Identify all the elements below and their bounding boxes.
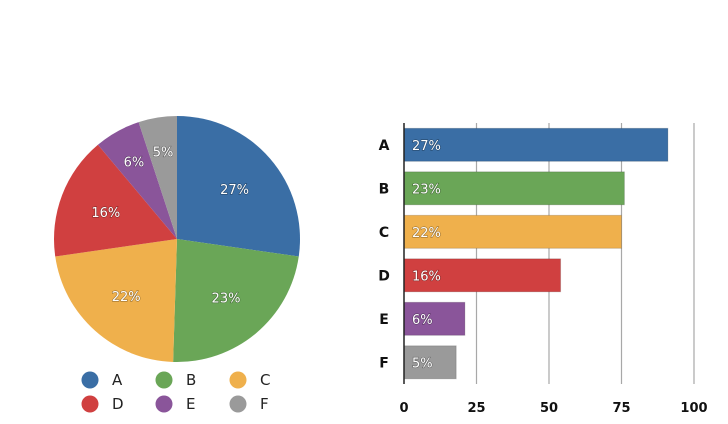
bar-c (403, 214, 622, 249)
pie-label-d: 16% (91, 206, 120, 221)
pie-label-b: 23% (212, 291, 241, 306)
pie-label-a: 27% (220, 183, 249, 198)
legend-swatch-c (229, 371, 247, 389)
legend-label-f: F (260, 395, 269, 413)
bar-label-f: 5% (412, 356, 433, 371)
legend-label-c: C (260, 371, 270, 389)
bar-e (403, 301, 466, 336)
x-tick-50: 50 (540, 401, 558, 416)
pie-label-c: 22% (112, 290, 141, 305)
bar-label-a: 27% (412, 139, 441, 154)
category-label-d: D (378, 268, 390, 284)
category-label-e: E (379, 312, 389, 328)
legend-label-e: E (186, 395, 195, 413)
category-label-b: B (379, 181, 390, 197)
pie-slice-b (173, 239, 299, 363)
legend-label-d: D (112, 395, 124, 413)
legend-swatch-f (229, 395, 247, 413)
pie-slice-d (53, 144, 177, 257)
bar-f (403, 345, 457, 380)
x-tick-25: 25 (467, 401, 485, 416)
pie-slice-e (97, 122, 177, 239)
bar-b (403, 171, 625, 206)
legend-swatch-d (81, 395, 99, 413)
legend-label-a: A (112, 371, 123, 389)
bar-label-c: 22% (412, 226, 441, 241)
x-tick-0: 0 (399, 401, 408, 416)
pie-slice-c (55, 239, 177, 362)
pie-legend: A B C D E F (81, 371, 270, 413)
bar-label-e: 6% (412, 313, 433, 328)
pie-chart: 27% 23% 22% 16% 6% 5% (53, 116, 301, 363)
bar-a (403, 127, 669, 162)
category-label-f: F (379, 355, 389, 371)
pie-slice-a (177, 116, 301, 257)
bar-label-d: 16% (412, 269, 441, 284)
bar-label-b: 23% (412, 182, 441, 197)
category-label-c: C (379, 225, 389, 241)
x-tick-75: 75 (612, 401, 630, 416)
pie-slice-f (138, 116, 177, 239)
bar-chart: 27% A 23% B 22% C 16% D 6% E 5% F 0 25 50 75 100 (378, 123, 708, 416)
legend-swatch-a (81, 371, 99, 389)
category-label-a: A (379, 138, 390, 154)
x-tick-100: 100 (680, 401, 707, 416)
legend-swatch-b (155, 371, 173, 389)
legend-label-b: B (186, 371, 196, 389)
bar-d (403, 258, 562, 293)
pie-label-f: 5% (153, 146, 174, 161)
pie-label-e: 6% (124, 156, 145, 171)
legend-swatch-e (155, 395, 173, 413)
